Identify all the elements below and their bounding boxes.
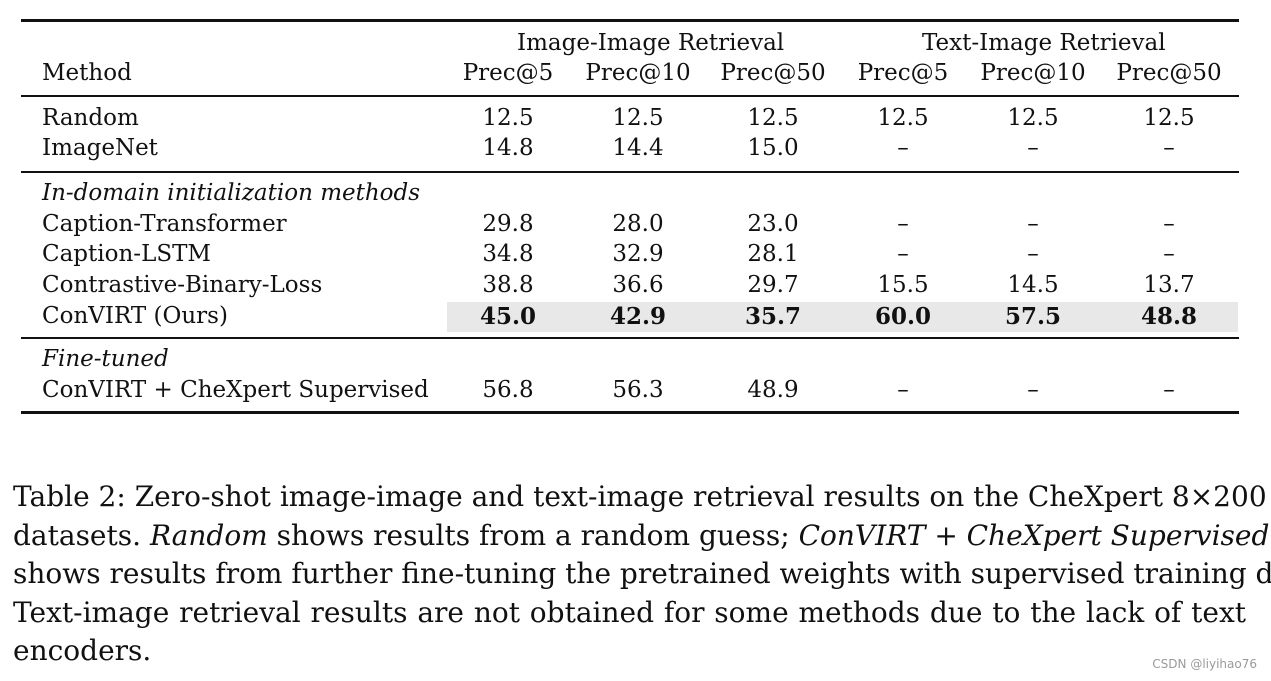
caption-text: Text-image retrieval results are not obt…: [13, 595, 1246, 629]
table-cell: 34.8: [482, 241, 534, 267]
table-cell: 28.1: [747, 241, 799, 267]
caption-line-4: Text-image retrieval results are not obt…: [13, 594, 1246, 633]
table-cell: –: [1163, 241, 1175, 267]
group-header-text-image: Text-Image Retrieval: [922, 30, 1166, 56]
row-method-caption-transformer: Caption-Transformer: [42, 211, 287, 237]
table-cell: –: [897, 241, 909, 267]
table-cell: 14.8: [482, 135, 534, 161]
table-caption: Table 2: Zero-shot image-image and text-…: [13, 478, 1271, 671]
table-cell: –: [897, 211, 909, 237]
caption-text: encoders.: [13, 634, 152, 667]
caption-line-2: datasets. Random shows results from a ra…: [13, 517, 1269, 556]
col-header-ti-prec5: Prec@5: [857, 60, 949, 86]
table-cell: –: [1163, 377, 1175, 403]
table-cell: 13.7: [1143, 272, 1195, 298]
table-cell: 56.3: [612, 377, 664, 403]
row-method-caption-lstm: Caption-LSTM: [42, 241, 211, 267]
row-method-convirt-ours: ConVIRT (Ours): [42, 303, 228, 329]
table-cell: 14.5: [1007, 272, 1059, 298]
table-cell: 12.5: [747, 105, 799, 131]
table-cell: 28.0: [612, 211, 664, 237]
table-cell: –: [1027, 377, 1039, 403]
table-cell: –: [1163, 135, 1175, 161]
caption-line-1: Table 2: Zero-shot image-image and text-…: [13, 478, 1267, 517]
group-header-image-image: Image-Image Retrieval: [517, 30, 785, 56]
caption-text: datasets.: [13, 518, 150, 552]
table-cell-best: 42.9: [609, 303, 667, 330]
caption-line-3: shows results from further fine-tuning t…: [13, 555, 1271, 594]
table-cell: 29.8: [482, 211, 534, 237]
section-title-fine-tuned: Fine-tuned: [42, 346, 169, 372]
col-header-ii-prec5: Prec@5: [462, 60, 554, 86]
caption-text: shows results from a random guess;: [267, 518, 799, 552]
section-title-in-domain: In-domain initialization methods: [42, 180, 421, 206]
table-cell-best: 45.0: [479, 303, 537, 330]
watermark: CSDN @liyihao76: [1152, 657, 1257, 671]
table-cell: 15.0: [747, 135, 799, 161]
caption-line-5: encoders.: [13, 632, 1246, 671]
row-method-contrastive-binary-loss: Contrastive-Binary-Loss: [42, 272, 323, 298]
col-header-method: Method: [42, 60, 132, 86]
caption-emph-convirt-chexpert: ConVIRT + CheXpert Supervised: [798, 518, 1270, 552]
table-cell-best: 48.8: [1140, 303, 1198, 330]
table-cell: 29.7: [747, 272, 799, 298]
table-cell: 56.8: [482, 377, 534, 403]
col-header-ti-prec10: Prec@10: [980, 60, 1086, 86]
row-method-imagenet: ImageNet: [42, 135, 158, 161]
table-cell: 12.5: [877, 105, 929, 131]
col-header-ti-prec50: Prec@50: [1116, 60, 1222, 86]
table-cell: –: [1163, 211, 1175, 237]
table-cell: 14.4: [612, 135, 664, 161]
results-table: Image-Image Retrieval Text-Image Retriev…: [21, 19, 1239, 415]
table-cell: 12.5: [482, 105, 534, 131]
header-rule: [21, 95, 1239, 97]
col-header-ii-prec10: Prec@10: [585, 60, 691, 86]
table-cell: –: [897, 135, 909, 161]
table-cell: –: [1027, 211, 1039, 237]
table-cell: 38.8: [482, 272, 534, 298]
caption-emph-random: Random: [149, 518, 268, 552]
table-cell: 12.5: [1143, 105, 1195, 131]
row-method-random: Random: [42, 105, 139, 131]
bottom-rule: [21, 411, 1239, 414]
section-rule-2: [21, 337, 1239, 339]
top-rule: [21, 19, 1239, 22]
caption-text: Table 2: Zero-shot image-image and text-…: [13, 480, 1267, 513]
caption-text: shows results from further fine-tuning t…: [13, 557, 1271, 590]
table-cell: 32.9: [612, 241, 664, 267]
section-rule-1: [21, 171, 1239, 173]
table-cell: 36.6: [612, 272, 664, 298]
table-cell-best: 57.5: [1004, 303, 1062, 330]
table-cell: 12.5: [1007, 105, 1059, 131]
table-cell: 12.5: [612, 105, 664, 131]
table-cell-best: 60.0: [874, 303, 932, 330]
highlight-ours-row: [447, 302, 1238, 332]
table-cell: –: [897, 377, 909, 403]
table-cell: 23.0: [747, 211, 799, 237]
table-cell: 48.9: [747, 377, 799, 403]
table-cell-best: 35.7: [744, 303, 802, 330]
col-header-ii-prec50: Prec@50: [720, 60, 826, 86]
row-method-convirt-chexpert: ConVIRT + CheXpert Supervised: [42, 377, 429, 403]
table-cell: 15.5: [877, 272, 929, 298]
table-cell: –: [1027, 241, 1039, 267]
table-cell: –: [1027, 135, 1039, 161]
